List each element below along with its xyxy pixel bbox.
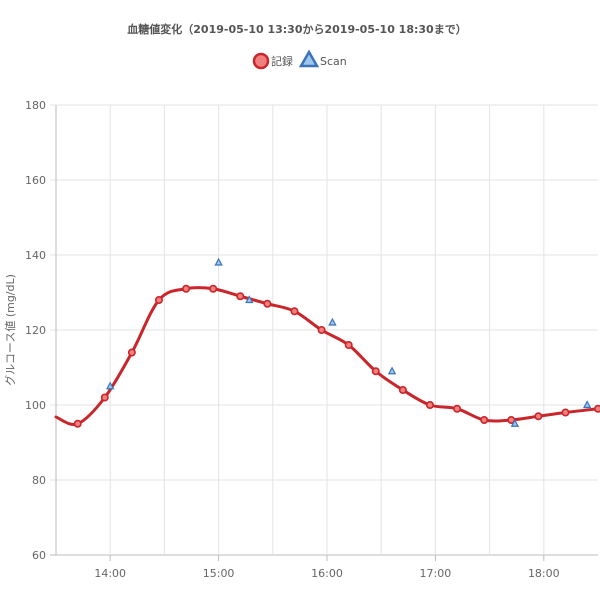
- y-tick-label: 80: [32, 474, 46, 487]
- scan-point[interactable]: [510, 418, 520, 427]
- record-point[interactable]: [100, 393, 109, 402]
- record-point[interactable]: [480, 415, 489, 424]
- record-point[interactable]: [182, 284, 191, 293]
- scan-point[interactable]: [245, 295, 254, 304]
- legend: 記録 Scan: [252, 49, 347, 70]
- legend-item-record[interactable]: 記録: [252, 52, 293, 70]
- y-axis-ticks: 60 80 100 120 140 160 180: [25, 99, 46, 562]
- record-point[interactable]: [263, 299, 272, 308]
- record-point[interactable]: [398, 385, 407, 394]
- plot-area: [54, 257, 600, 428]
- grid: [50, 104, 598, 556]
- record-point[interactable]: [425, 400, 434, 409]
- x-tick-label: 16:00: [311, 567, 343, 580]
- y-tick-label: 120: [25, 324, 46, 337]
- x-tick-label: 18:00: [528, 567, 560, 580]
- record-point[interactable]: [73, 419, 82, 428]
- scan-point[interactable]: [387, 366, 397, 375]
- record-point[interactable]: [453, 404, 462, 413]
- legend-item-scan[interactable]: Scan: [298, 49, 347, 68]
- record-point[interactable]: [561, 408, 570, 417]
- record-point[interactable]: [236, 292, 245, 301]
- scan-point[interactable]: [582, 400, 592, 409]
- x-axis-ticks: 14:00 15:00 16:00 17:00 18:00: [94, 555, 560, 580]
- scan-point[interactable]: [328, 317, 337, 326]
- scan-point[interactable]: [214, 257, 223, 266]
- x-tick-label: 14:00: [94, 567, 126, 580]
- y-axis-label: グルコース値 (mg/dL): [3, 274, 17, 386]
- x-tick-label: 15:00: [203, 567, 235, 580]
- record-point[interactable]: [534, 412, 543, 421]
- y-tick-label: 180: [25, 99, 46, 112]
- record-point[interactable]: [344, 340, 353, 349]
- y-tick-label: 160: [25, 174, 46, 187]
- legend-scan-marker: [298, 49, 320, 68]
- x-tick-label: 17:00: [420, 567, 452, 580]
- record-point[interactable]: [594, 404, 600, 413]
- y-tick-label: 60: [32, 549, 46, 562]
- record-point[interactable]: [290, 307, 299, 316]
- record-point[interactable]: [317, 325, 326, 334]
- record-point[interactable]: [127, 348, 136, 357]
- scan-point[interactable]: [106, 381, 115, 390]
- chart-title: 血糖値変化（2019-05-10 13:30から2019-05-10 18:30…: [127, 22, 466, 36]
- y-tick-label: 100: [25, 399, 46, 412]
- legend-scan-label: Scan: [320, 55, 347, 68]
- y-tick-label: 140: [25, 249, 46, 262]
- record-point[interactable]: [371, 367, 380, 376]
- record-point[interactable]: [209, 284, 218, 293]
- legend-record-label: 記録: [271, 54, 293, 68]
- record-point[interactable]: [154, 295, 163, 304]
- legend-record-marker: [252, 52, 270, 70]
